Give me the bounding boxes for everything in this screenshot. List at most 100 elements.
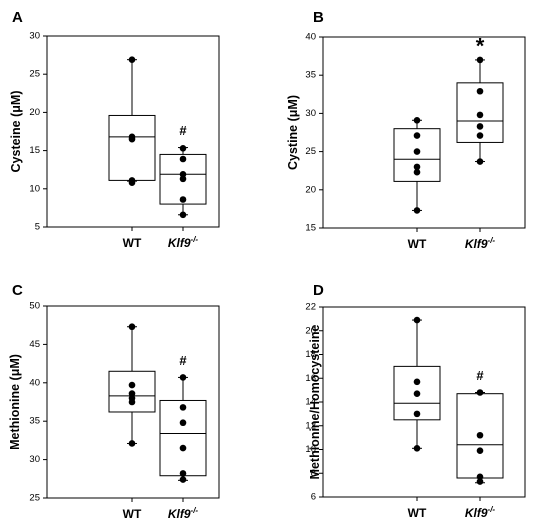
significance-marker: * (476, 34, 485, 59)
data-point (179, 444, 187, 452)
data-point (179, 211, 187, 219)
panel-letter: B (313, 9, 324, 26)
y-tick-label: 30 (29, 31, 40, 42)
y-tick-label: 20 (29, 107, 40, 118)
box-wt (108, 323, 156, 447)
category-label: Klf9-/- (168, 506, 199, 521)
box-klf9 (456, 56, 504, 165)
plot-frame (322, 36, 526, 229)
data-point (476, 56, 484, 64)
data-point (476, 158, 484, 165)
data-point (179, 419, 187, 427)
box-klf9 (159, 145, 207, 219)
data-point (413, 445, 421, 452)
significance-marker: # (179, 353, 187, 368)
data-point (413, 132, 421, 139)
category-label: Klf9-/- (465, 505, 496, 520)
data-point (476, 132, 484, 139)
iqr-box (159, 399, 207, 477)
data-point (128, 135, 136, 143)
data-point (476, 111, 484, 119)
data-point (413, 163, 421, 171)
panel-b: B 15 20 25 30 35 40 Cystine (μM) WT Klf9-/- * (286, 9, 526, 251)
category-label: WT (408, 237, 427, 251)
data-point (179, 196, 187, 203)
y-tick-label: 40 (29, 377, 40, 388)
y-tick-label: 25 (305, 146, 316, 157)
y-tick-label: 40 (305, 32, 316, 43)
y-tick-label: 45 (29, 339, 40, 350)
significance-marker: # (476, 368, 484, 383)
panel-a: A 5 10 15 20 25 30 Cysteine (μM) WT Klf9-/- # (9, 9, 220, 250)
data-point (179, 404, 187, 411)
box-wt (393, 316, 441, 452)
panel-c: C 25 30 35 40 45 50 Methionine (μM) WT Klf9-/- # (8, 282, 220, 521)
data-point (179, 470, 187, 477)
y-tick-label: 14 (305, 397, 316, 408)
data-point (128, 323, 136, 331)
y-tick-label: 18 (305, 349, 316, 360)
data-point (476, 447, 484, 454)
significance-marker: # (179, 123, 187, 138)
data-point (413, 378, 421, 386)
y-axis-title: Methionine/Homocysteine (308, 325, 322, 480)
y-tick-label: 20 (305, 325, 316, 336)
y-tick-label: 10 (305, 444, 316, 455)
y-tick-label: 35 (305, 70, 316, 81)
data-point (128, 56, 136, 63)
plot-frame (46, 305, 220, 499)
data-point (413, 316, 421, 324)
box-wt (393, 116, 441, 214)
data-point (476, 431, 484, 439)
y-tick-label: 25 (29, 69, 40, 80)
y-tick-label: 6 (311, 492, 316, 503)
data-point (179, 374, 187, 381)
data-point (179, 155, 187, 163)
y-tick-label: 5 (35, 222, 40, 233)
y-axis-title: Methionine (μM) (8, 354, 22, 450)
data-point (179, 175, 187, 183)
data-point (413, 168, 421, 176)
y-tick-label: 12 (305, 420, 316, 431)
y-tick-label: 25 (29, 493, 40, 504)
y-tick-label: 50 (29, 301, 40, 312)
data-point (476, 473, 484, 481)
data-point (413, 207, 421, 214)
data-point (476, 87, 484, 95)
category-label: Klf9-/- (465, 236, 496, 251)
panel-letter: D (313, 282, 324, 299)
panel-letter: A (12, 9, 23, 26)
data-point (128, 179, 136, 186)
panel-letter: C (12, 282, 23, 299)
y-tick-label: 10 (29, 183, 40, 194)
data-point (128, 398, 136, 406)
iqr-box (108, 114, 156, 181)
panel-d: D 6 8 10 12 14 16 18 20 22 Methionine/Homocysteine… (305, 282, 526, 520)
data-point (128, 390, 136, 397)
data-point (179, 476, 187, 483)
data-point (128, 440, 136, 447)
data-point (413, 390, 421, 397)
y-axis-title: Cysteine (μM) (9, 91, 23, 173)
data-point (179, 170, 187, 178)
data-point (413, 116, 421, 124)
plot-frame (46, 35, 220, 228)
category-label: WT (123, 236, 142, 250)
data-point (413, 148, 421, 155)
category-label: Klf9-/- (168, 235, 199, 250)
y-axis-title: Cystine (μM) (286, 95, 300, 170)
box-klf9 (456, 389, 504, 485)
data-point (476, 389, 484, 396)
box-wt (108, 56, 156, 186)
data-point (179, 145, 187, 152)
y-tick-label: 15 (29, 145, 40, 156)
data-point (128, 381, 136, 389)
y-tick-label: 30 (29, 454, 40, 465)
y-tick-label: 30 (305, 108, 316, 119)
data-point (476, 478, 484, 485)
data-point (476, 123, 484, 130)
y-tick-label: 20 (305, 184, 316, 195)
y-tick-label: 15 (305, 223, 316, 234)
data-point (413, 410, 421, 418)
